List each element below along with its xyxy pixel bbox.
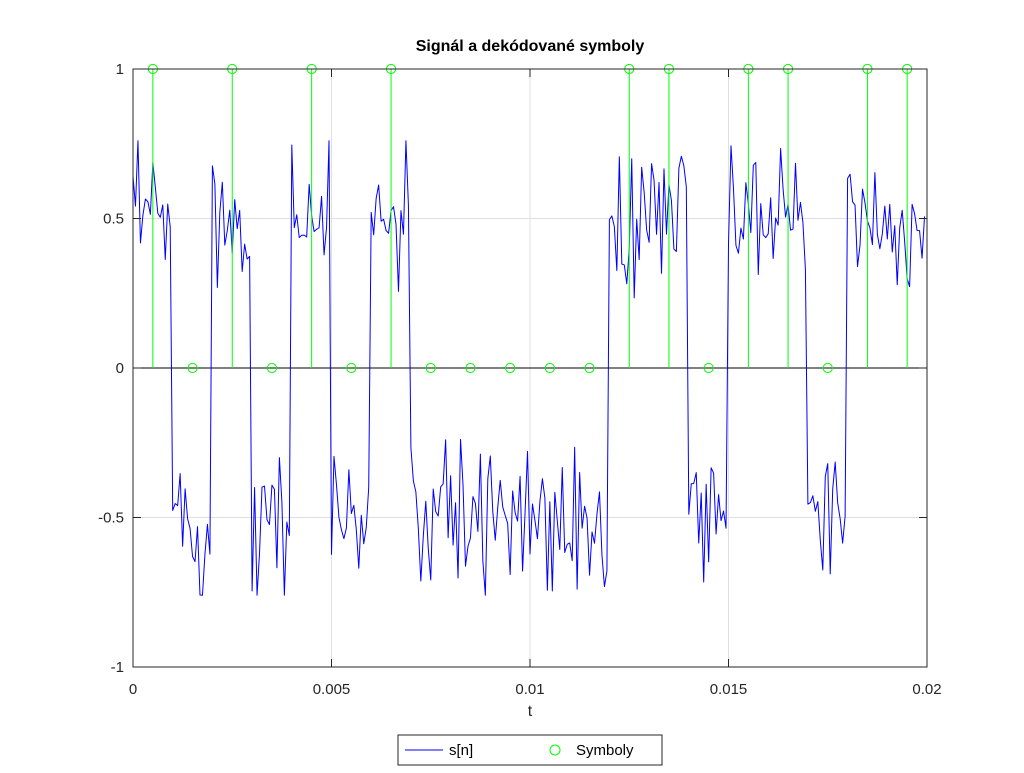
y-tick-label: -1 xyxy=(111,659,124,676)
symbol-marker xyxy=(187,362,198,374)
tick-labels: 0 0.005 0.01 0.015 0.02 -1 -0.5 0 0.5 1 xyxy=(98,61,941,698)
symbol-marker xyxy=(544,362,555,374)
legend-entry-signal: s[n] xyxy=(449,742,473,759)
x-tick-label: 0.005 xyxy=(313,681,351,698)
symbol-marker xyxy=(266,362,278,374)
x-axis-label: t xyxy=(528,703,533,720)
x-tick-label: 0.01 xyxy=(515,681,544,698)
chart-title: Signál a dekódované symboly xyxy=(416,38,645,55)
y-tick-label: 0 xyxy=(116,360,124,377)
symbol-marker xyxy=(465,362,476,374)
symbol-marker xyxy=(584,362,595,374)
x-tick-label: 0.015 xyxy=(710,681,748,698)
x-tick-label: 0 xyxy=(129,681,137,698)
y-tick-label: 1 xyxy=(116,61,124,78)
legend: s[n] Symboly xyxy=(397,734,663,766)
legend-entry-symbols: Symboly xyxy=(576,742,634,759)
signal-series xyxy=(132,140,926,596)
axes xyxy=(132,68,928,668)
symbol-marker xyxy=(703,362,714,374)
symbol-marker xyxy=(822,362,833,374)
symbol-marker xyxy=(346,362,357,374)
legend-marker-swatch xyxy=(549,744,561,756)
y-tick-label: 0.5 xyxy=(103,211,124,228)
symbol-marker xyxy=(425,362,436,374)
symbol-marker xyxy=(505,362,516,374)
y-tick-label: -0.5 xyxy=(98,510,124,527)
x-tick-label: 0.02 xyxy=(912,681,941,698)
signal-line xyxy=(132,140,926,596)
